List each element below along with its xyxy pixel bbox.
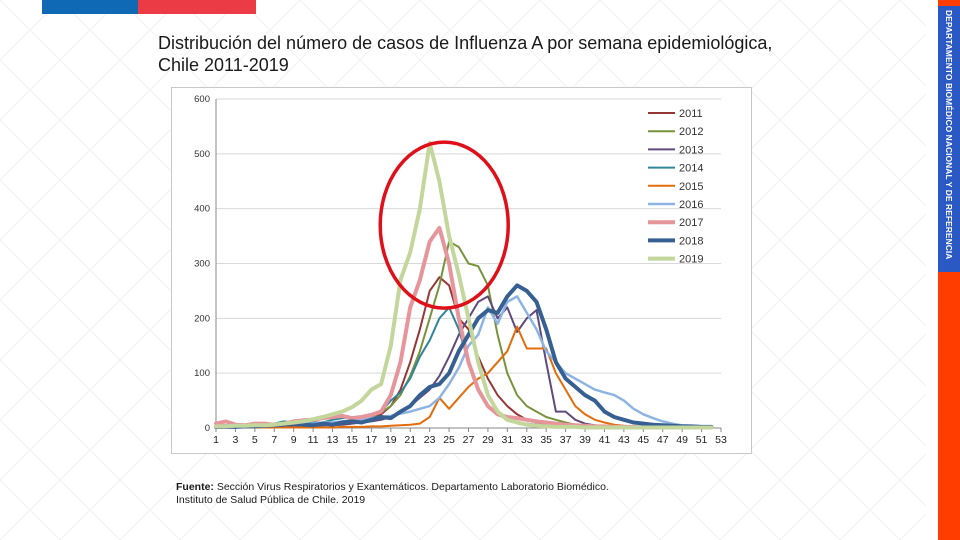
x-tick-label: 53	[715, 434, 727, 446]
x-tick-label: 5	[252, 434, 258, 446]
x-tick-label: 51	[696, 434, 708, 446]
x-tick-label: 31	[502, 434, 514, 446]
legend-label-2012: 2012	[679, 126, 703, 138]
page-title: Distribución del número de casos de Infl…	[158, 33, 773, 75]
legend-label-2014: 2014	[679, 163, 703, 175]
series-line-2016	[214, 295, 713, 429]
y-tick-label: 0	[205, 423, 210, 434]
side-separator	[926, 0, 938, 540]
series-line-2019	[214, 140, 714, 430]
x-tick-label: 9	[291, 434, 297, 446]
y-tick-label: 200	[194, 313, 210, 324]
series-line-2013	[215, 295, 713, 429]
x-tick-label: 49	[676, 434, 688, 446]
x-tick-label: 23	[424, 434, 436, 446]
x-tick-label: 43	[618, 434, 630, 446]
legend-label-2017: 2017	[679, 217, 703, 229]
x-tick-label: 7	[271, 434, 277, 446]
legend-label-2016: 2016	[679, 199, 703, 211]
x-tick-label: 21	[404, 434, 416, 446]
flag-blue-block	[42, 0, 138, 14]
y-tick-label: 400	[194, 204, 210, 215]
x-tick-label: 11	[308, 434, 319, 446]
x-tick-label: 15	[346, 434, 358, 446]
source-line-2: Instituto de Salud Pública de Chile. 201…	[176, 494, 366, 506]
flag-red-block	[138, 0, 256, 14]
side-department-label: DEPARTAMENTO BIOMÉDICO NACIONAL Y DE REF…	[944, 10, 954, 260]
x-tick-label: 27	[463, 434, 475, 446]
x-tick-label: 29	[482, 434, 494, 446]
legend-label-2015: 2015	[679, 181, 703, 193]
legend-label-2018: 2018	[679, 235, 703, 247]
y-tick-label: 100	[194, 368, 210, 379]
x-tick-label: 1	[213, 434, 219, 446]
y-tick-label: 600	[194, 94, 210, 105]
x-tick-label: 41	[599, 434, 611, 446]
x-tick-label: 33	[521, 434, 533, 446]
source-line-1: Sección Virus Respiratorios y Exantemáti…	[216, 481, 609, 493]
source-label: Fuente:	[176, 481, 214, 493]
x-tick-label: 39	[579, 434, 591, 446]
source-note: Fuente: Sección Virus Respiratorios y Ex…	[176, 481, 736, 507]
side-label-background	[938, 6, 960, 272]
x-tick-label: 17	[366, 434, 378, 446]
x-tick-label: 3	[233, 434, 239, 446]
highlight-circle-annotation	[378, 140, 510, 310]
x-tick-label: 19	[385, 434, 397, 446]
x-tick-label: 45	[637, 434, 649, 446]
series-line-2018	[214, 283, 714, 429]
x-tick-label: 35	[540, 434, 552, 446]
legend-label-2011: 2011	[679, 108, 703, 120]
x-tick-label: 25	[443, 434, 455, 446]
chart-frame: 0 100 200 300 400 500 600 1 3 5 7 9 11 13 15 17 19 21 23 25…	[171, 87, 752, 454]
legend-label-2013: 2013	[679, 144, 703, 156]
x-tick-label: 37	[560, 434, 572, 446]
legend-label-2019: 2019	[679, 254, 703, 266]
y-tick-label: 300	[194, 259, 210, 270]
top-flag-bar	[42, 0, 256, 14]
y-tick-label: 500	[194, 149, 210, 160]
x-tick-label: 13	[327, 434, 339, 446]
x-tick-label: 47	[657, 434, 669, 446]
